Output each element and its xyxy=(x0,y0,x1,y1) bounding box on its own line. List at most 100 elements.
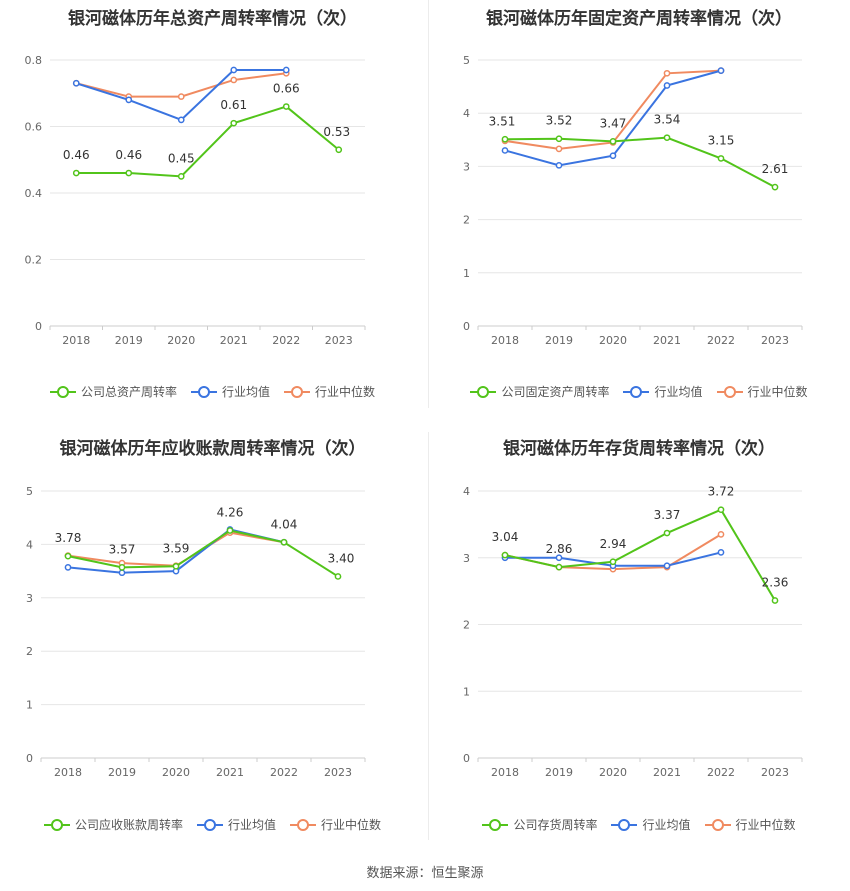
data-point-avg xyxy=(64,564,72,571)
legend-item-company[interactable]: 公司固定资产周转率 xyxy=(470,383,609,400)
data-point-company xyxy=(335,146,343,154)
legend-marker-icon xyxy=(196,818,223,831)
data-point-company xyxy=(717,155,725,162)
y-tick-label: 5 xyxy=(463,54,470,67)
legend-label: 行业中位数 xyxy=(315,385,376,399)
legend-marker-icon xyxy=(482,818,509,831)
data-point-median xyxy=(230,76,238,84)
legend-marker-icon xyxy=(623,385,650,398)
data-point-company xyxy=(555,135,563,143)
data-label: 4.26 xyxy=(217,506,244,520)
data-point-avg xyxy=(72,79,80,87)
y-tick-label: 0 xyxy=(35,320,42,333)
chart-legend: 公司存货周转率 行业均值 行业中位数 xyxy=(428,816,850,833)
legend-label: 公司应收账款周转率 xyxy=(74,818,183,832)
chart-title: 银河磁体历年固定资产周转率情况（次） xyxy=(486,9,792,29)
data-label: 2.86 xyxy=(546,542,573,556)
data-point-avg xyxy=(663,82,671,89)
x-tick-label: 2020 xyxy=(162,766,190,779)
legend-marker-icon xyxy=(290,818,316,831)
x-tick-label: 2022 xyxy=(272,334,300,347)
y-tick-label: 4 xyxy=(463,485,470,498)
y-tick-label: 0 xyxy=(463,752,470,765)
data-label: 3.72 xyxy=(708,485,735,499)
y-tick-label: 4 xyxy=(26,538,33,551)
y-tick-label: 3 xyxy=(463,160,470,173)
legend-label: 行业均值 xyxy=(227,818,276,832)
y-tick-label: 2 xyxy=(463,619,470,632)
legend-item-avg[interactable]: 行业均值 xyxy=(611,816,691,833)
data-point-company xyxy=(717,506,725,514)
chart-svg: 0 0.2 0.4 0.6 0.8 2018 2019 2020 2021 2022 2023 0.4… xyxy=(25,54,366,347)
x-tick-label: 2019 xyxy=(108,766,136,779)
legend-marker-icon xyxy=(190,385,217,398)
chart-svg: 0 1 2 3 4 2018 2019 2020 2021 2022 2023 3.04 2.86 2.9… xyxy=(463,485,803,779)
chart-svg: 0 1 2 3 4 5 2018 2019 2020 2021 2022 2023 3.51 3.52 3.… xyxy=(463,54,803,347)
legend-label: 公司固定资产周转率 xyxy=(501,385,610,399)
data-point-company xyxy=(177,173,185,180)
legend-item-median[interactable]: 行业中位数 xyxy=(284,383,375,400)
x-tick-label: 2020 xyxy=(599,766,627,779)
chart-panel-fixed-asset-turnover: 银河磁体历年固定资产周转率情况（次） 0 1 2 3 4 5 2018 2019 2020 202… xyxy=(428,0,850,420)
data-point-median xyxy=(663,69,671,77)
data-point-company xyxy=(501,135,509,143)
data-label: 3.15 xyxy=(708,133,735,147)
chart-panel-inventory-turnover: 银河磁体历年存货周转率情况（次） 0 1 2 3 4 2018 2019 2020 2021 20… xyxy=(428,428,850,858)
data-point-company xyxy=(663,134,671,142)
data-label: 4.04 xyxy=(271,517,298,531)
legend-item-company[interactable]: 公司存货周转率 xyxy=(482,816,597,833)
data-point-avg xyxy=(609,152,617,160)
legend-item-median[interactable]: 行业中位数 xyxy=(716,383,808,400)
y-tick-label: 3 xyxy=(463,552,470,565)
legend-item-company[interactable]: 公司总资产周转率 xyxy=(49,383,177,400)
chart-legend: 公司总资产周转率 行业均值 行业中位数 xyxy=(0,383,425,400)
legend-label: 行业均值 xyxy=(221,385,270,399)
data-label: 3.59 xyxy=(163,541,190,555)
legend-item-median[interactable]: 行业中位数 xyxy=(290,816,381,833)
data-point-avg xyxy=(125,96,133,104)
y-tick-label: 0.4 xyxy=(25,187,43,200)
legend-item-avg[interactable]: 行业均值 xyxy=(623,383,703,400)
legend-marker-icon xyxy=(611,818,638,831)
data-point-avg xyxy=(663,562,671,570)
data-point-avg xyxy=(717,67,725,74)
data-label: 0.61 xyxy=(220,98,247,112)
chart-title: 银河磁体历年应收账款周转率情况（次） xyxy=(59,439,366,459)
data-point-avg xyxy=(230,66,238,74)
data-label: 3.54 xyxy=(654,113,681,127)
data-label: 0.46 xyxy=(115,148,142,162)
data-label: 3.78 xyxy=(55,531,82,545)
y-tick-label: 1 xyxy=(26,699,33,712)
legend-label: 行业中位数 xyxy=(321,818,382,832)
legend-marker-icon xyxy=(284,385,310,398)
x-tick-label: 2022 xyxy=(270,766,298,779)
x-tick-label: 2019 xyxy=(115,334,143,347)
data-label: 3.04 xyxy=(492,530,519,544)
data-point-median xyxy=(717,531,725,538)
y-tick-label: 0 xyxy=(463,320,470,333)
y-tick-label: 3 xyxy=(26,592,33,605)
x-tick-label: 2019 xyxy=(545,766,573,779)
data-label: 3.47 xyxy=(600,116,627,130)
data-label: 3.40 xyxy=(328,551,355,565)
legend-item-avg[interactable]: 行业均值 xyxy=(196,816,276,833)
legend-item-company[interactable]: 公司应收账款周转率 xyxy=(43,816,183,833)
x-tick-label: 2021 xyxy=(216,766,244,779)
x-tick-label: 2020 xyxy=(167,334,195,347)
x-tick-label: 2023 xyxy=(761,334,789,347)
data-label: 0.66 xyxy=(273,82,300,96)
legend-item-median[interactable]: 行业中位数 xyxy=(704,816,796,833)
data-point-median xyxy=(555,145,563,153)
legend-marker-icon xyxy=(49,385,76,398)
y-tick-label: 1 xyxy=(463,685,470,698)
legend-item-avg[interactable]: 行业均值 xyxy=(190,383,270,400)
data-label: 0.45 xyxy=(168,151,195,165)
data-point-company xyxy=(282,103,290,110)
chart-panel-total-asset-turnover: 银河磁体历年总资产周转率情况（次） 0 0.2 0.4 0.6 0.8 2018 2019 2… xyxy=(0,0,425,420)
data-point-company xyxy=(501,551,509,559)
data-source-label: 数据来源： xyxy=(366,866,432,881)
x-tick-label: 2018 xyxy=(491,766,519,779)
data-label: 0.53 xyxy=(323,125,350,139)
chart-svg: 0 1 2 3 4 5 2018 2019 2020 2021 2022 2023 3.78 3.57 3.… xyxy=(26,485,366,779)
legend-label: 公司总资产周转率 xyxy=(80,385,177,399)
